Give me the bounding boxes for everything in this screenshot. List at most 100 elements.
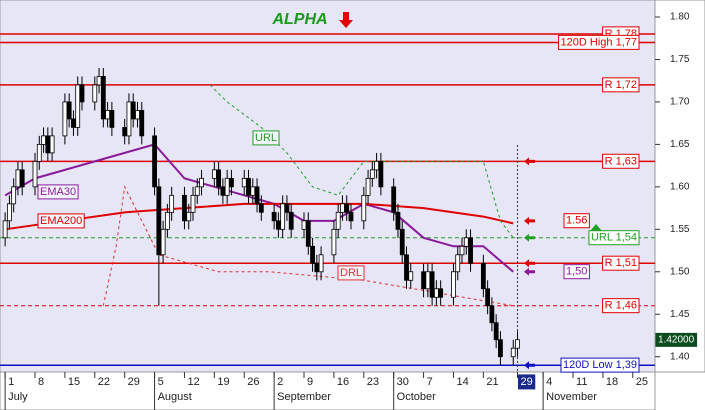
y-tick-label: 1.70	[670, 97, 690, 108]
x-tick-label: 23	[367, 376, 379, 388]
candle-body	[250, 186, 256, 196]
candle-body	[229, 177, 234, 188]
level-label: 1.56	[566, 215, 587, 227]
y-tick-label: 1.45	[670, 309, 690, 320]
x-tick-label: 5	[158, 376, 164, 388]
candle-body	[335, 211, 341, 230]
month-label: July	[8, 391, 28, 403]
candle-body	[254, 186, 260, 205]
level-arrow	[524, 216, 535, 225]
level-label: 120D High 1,77	[561, 36, 637, 48]
x-tick-label: 18	[606, 376, 618, 388]
candle-body	[71, 118, 76, 128]
candle-body	[19, 169, 25, 188]
candle-body	[340, 203, 345, 213]
candle-body	[451, 271, 456, 298]
down-arrow-icon	[339, 12, 353, 28]
label-box	[602, 298, 640, 314]
label-box	[560, 357, 640, 373]
legend-label: DRL	[340, 267, 362, 279]
x-tick-label: 12	[187, 376, 199, 388]
candle-body	[41, 135, 46, 145]
candle-body	[122, 126, 128, 137]
y-axis-area	[654, 0, 705, 373]
candle-body	[404, 254, 409, 281]
candle-body	[169, 194, 175, 213]
candle-body	[186, 211, 192, 222]
candle-body	[160, 228, 166, 256]
label-box	[558, 34, 640, 50]
candle-body	[425, 271, 431, 290]
candle-body	[288, 211, 294, 230]
candle-body	[515, 339, 520, 349]
y-tick-label: 1.65	[670, 139, 690, 150]
month-label: October	[397, 391, 436, 403]
candle-body	[96, 76, 102, 86]
candle-body	[395, 211, 401, 230]
level-label: R 1,72	[605, 79, 637, 91]
candle-body	[318, 254, 324, 273]
x-tick-label: 26	[247, 376, 259, 388]
level-arrow	[524, 259, 535, 268]
x-tick-label: 4	[546, 376, 552, 388]
candle-body	[284, 203, 290, 213]
plot-area	[0, 0, 656, 373]
candle-body	[468, 237, 473, 264]
candle-body	[182, 194, 187, 222]
x-tick-label: 29	[521, 376, 533, 388]
label-box	[337, 265, 365, 281]
candle-body	[493, 322, 499, 341]
last-price-label: 1.42000	[658, 334, 695, 345]
candle-body	[2, 220, 8, 239]
x-tick-label: 16	[337, 376, 349, 388]
label-box	[588, 230, 640, 246]
candle-body	[348, 211, 354, 222]
x-tick-label: 15	[68, 376, 80, 388]
x-tick-label: 1	[8, 376, 14, 388]
legend-label: EMA30	[40, 186, 76, 198]
candle-body	[455, 254, 461, 273]
x-tick-label: 29	[128, 376, 140, 388]
level-label: R 1,63	[605, 155, 637, 167]
candle-body	[49, 135, 55, 154]
x-tick-label: 9	[307, 376, 313, 388]
x-axis-area	[0, 371, 656, 410]
candle-body	[246, 177, 251, 196]
candle-body	[11, 186, 17, 205]
candle-body	[241, 177, 247, 188]
y-tick-label: 1.60	[670, 181, 690, 192]
x-tick-label: 25	[636, 376, 648, 388]
candle-body	[378, 160, 384, 188]
candle-body	[271, 211, 277, 222]
candle-body	[152, 135, 157, 188]
candle-body	[369, 169, 375, 179]
candle-body	[331, 228, 337, 256]
candle-body	[139, 110, 145, 137]
candle-body	[156, 186, 162, 256]
candle-body	[36, 143, 42, 162]
label-box	[602, 255, 640, 271]
candle-body	[485, 288, 491, 307]
candle-body	[433, 288, 439, 298]
label-box	[655, 332, 698, 347]
candle-body	[100, 76, 106, 120]
level-label: URL 1,54	[591, 232, 637, 244]
candle-body	[32, 160, 38, 188]
x-tick-label: 21	[486, 376, 498, 388]
candle-body	[365, 177, 371, 196]
label-box	[37, 213, 85, 229]
legend-label: URL	[255, 132, 277, 144]
candle-body	[79, 84, 85, 103]
level-arrow	[524, 157, 535, 166]
x-tick-label: 14	[456, 376, 468, 388]
candle-body	[258, 203, 264, 213]
candle-body	[280, 203, 286, 230]
candle-body	[224, 177, 230, 196]
candle-body	[275, 220, 281, 230]
candle-body	[92, 84, 98, 103]
candle-body	[194, 186, 200, 196]
level-label: 1,50	[566, 266, 587, 278]
candle-body	[211, 169, 217, 179]
